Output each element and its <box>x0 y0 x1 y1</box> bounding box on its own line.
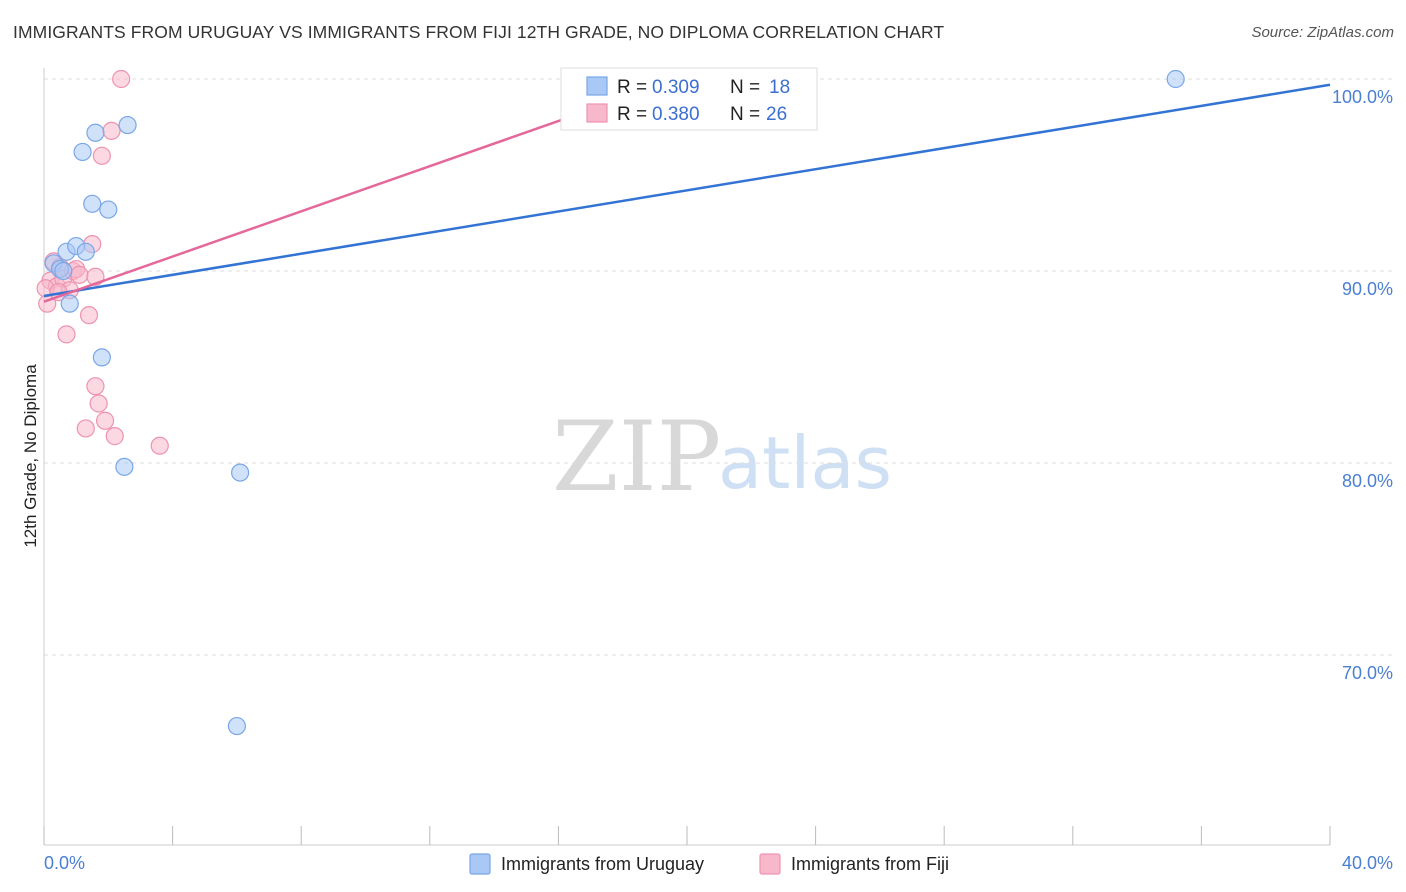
y-axis-label: 12th Grade, No Diploma <box>21 364 40 548</box>
uruguay-point <box>86 123 105 142</box>
y-tick-label: 90.0% <box>1342 279 1393 299</box>
uruguay-point <box>76 242 95 261</box>
fiji-point <box>92 146 111 165</box>
fiji-point <box>70 265 89 284</box>
uruguay-n-value: 18 <box>769 77 790 98</box>
fiji-n-label: N = <box>730 104 760 125</box>
fiji-point <box>89 394 108 413</box>
fiji-n-value: 26 <box>766 104 787 125</box>
fiji-point <box>76 419 95 438</box>
fiji-swatch <box>586 103 608 123</box>
y-tick-label: 80.0% <box>1342 471 1393 491</box>
legend-uruguay-swatch <box>469 853 491 875</box>
fiji-point <box>105 427 124 446</box>
uruguay-point <box>73 142 92 162</box>
uruguay-point <box>118 115 137 135</box>
fiji-point <box>95 411 115 430</box>
uruguay-n-label: N = <box>730 77 760 98</box>
fiji-r-label: R = <box>617 104 647 125</box>
uruguay-point <box>115 457 134 476</box>
legend-fiji-label: Immigrants from Fiji <box>791 854 949 874</box>
chart-title: IMMIGRANTS FROM URUGUAY VS IMMIGRANTS FR… <box>13 22 945 42</box>
watermark: ZIP atlas <box>552 401 892 513</box>
uruguay-point <box>231 463 250 482</box>
source-credit: Source: ZipAtlas.com <box>1251 24 1394 41</box>
legend-uruguay-label: Immigrants from Uruguay <box>501 854 704 874</box>
fiji-point <box>57 325 76 344</box>
fiji-point <box>112 69 131 89</box>
uruguay-swatch <box>586 76 608 96</box>
uruguay-r-label: R = <box>617 77 647 98</box>
legend-fiji-swatch <box>759 853 781 875</box>
uruguay-trend-line <box>43 83 1331 298</box>
gridlines <box>44 78 1393 656</box>
watermark-zip: ZIP <box>552 401 721 513</box>
series-legend: Immigrants from Uruguay Immigrants from … <box>469 853 949 875</box>
fiji-point <box>150 436 169 455</box>
x-tick-label-min: 0.0% <box>44 853 85 873</box>
uruguay-point <box>1166 69 1185 89</box>
x-tick-label-max: 40.0% <box>1342 853 1393 873</box>
x-ticks <box>43 826 1331 845</box>
stats-legend: R = 0.309 N = 18 R = 0.380 N = 26 <box>560 67 818 131</box>
uruguay-point <box>60 294 79 313</box>
fiji-point <box>79 306 99 325</box>
uruguay-point <box>227 716 246 736</box>
fiji-point <box>86 377 105 396</box>
y-tick-label: 70.0% <box>1342 663 1393 683</box>
fiji-point <box>102 121 121 140</box>
fiji-r-value: 0.380 <box>652 104 700 125</box>
y-tick-labels: 100.0% 90.0% 80.0% 70.0% <box>1332 87 1393 683</box>
uruguay-point <box>99 200 118 219</box>
uruguay-point <box>83 194 102 213</box>
uruguay-r-value: 0.309 <box>652 77 700 98</box>
uruguay-point <box>92 348 111 367</box>
uruguay-point <box>54 261 73 281</box>
y-tick-label: 100.0% <box>1332 87 1393 107</box>
